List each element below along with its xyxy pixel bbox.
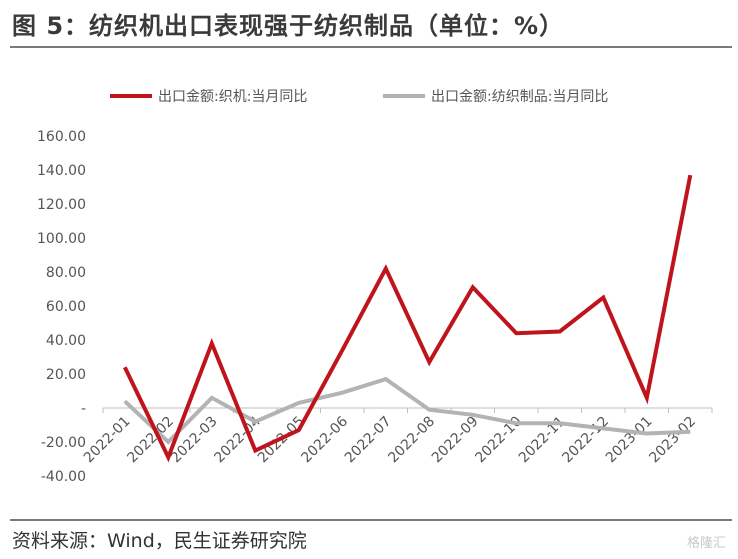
y-tick-label: 40.00 (46, 333, 86, 349)
line-chart: 出口金额:织机:当月同比 出口金额:纺织制品:当月同比 -40.00-20.00-… (37, 89, 713, 485)
x-tick-label: 2022-12 (559, 414, 612, 467)
legend: 出口金额:织机:当月同比 出口金额:纺织制品:当月同比 (110, 89, 608, 105)
y-tick-label: 60.00 (46, 299, 86, 315)
y-tick-label: 160.00 (37, 129, 86, 145)
x-tick-label: 2022-07 (342, 414, 395, 467)
legend-label: 出口金额:织机:当月同比 (158, 89, 307, 105)
x-tick-label: 2022-01 (81, 414, 134, 467)
y-axis: -40.00-20.00-20.0040.0060.0080.00100.001… (37, 129, 86, 485)
y-tick-label: 120.00 (37, 197, 86, 213)
series-lines (122, 174, 693, 463)
y-tick-label: 100.00 (37, 231, 86, 247)
footer-divider (10, 519, 732, 521)
title-divider (10, 46, 732, 48)
x-tick-label: 2022-09 (429, 414, 482, 467)
y-tick-label: 80.00 (46, 265, 86, 281)
x-tick-label: 2022-06 (298, 413, 351, 466)
source-note: 资料来源：Wind，民生证券研究院 (12, 530, 307, 552)
series-line-1 (123, 376, 691, 445)
chart-title: 图 5：纺织机出口表现强于纺织制品（单位：%） (12, 12, 565, 40)
watermark-logo: 格隆汇 (686, 536, 726, 551)
x-tick-label: 2023-01 (603, 414, 656, 467)
legend-label: 出口金额:纺织制品:当月同比 (431, 89, 608, 105)
x-tick-label: 2023-02 (646, 414, 699, 467)
y-tick-label: -20.00 (41, 435, 86, 451)
y-tick-label: 140.00 (37, 163, 86, 179)
x-tick-label: 2022-08 (385, 414, 438, 467)
y-tick-label: -40.00 (41, 469, 86, 485)
y-tick-label: 20.00 (46, 367, 86, 383)
y-tick-label: - (81, 401, 86, 417)
series-line-0 (122, 174, 693, 463)
